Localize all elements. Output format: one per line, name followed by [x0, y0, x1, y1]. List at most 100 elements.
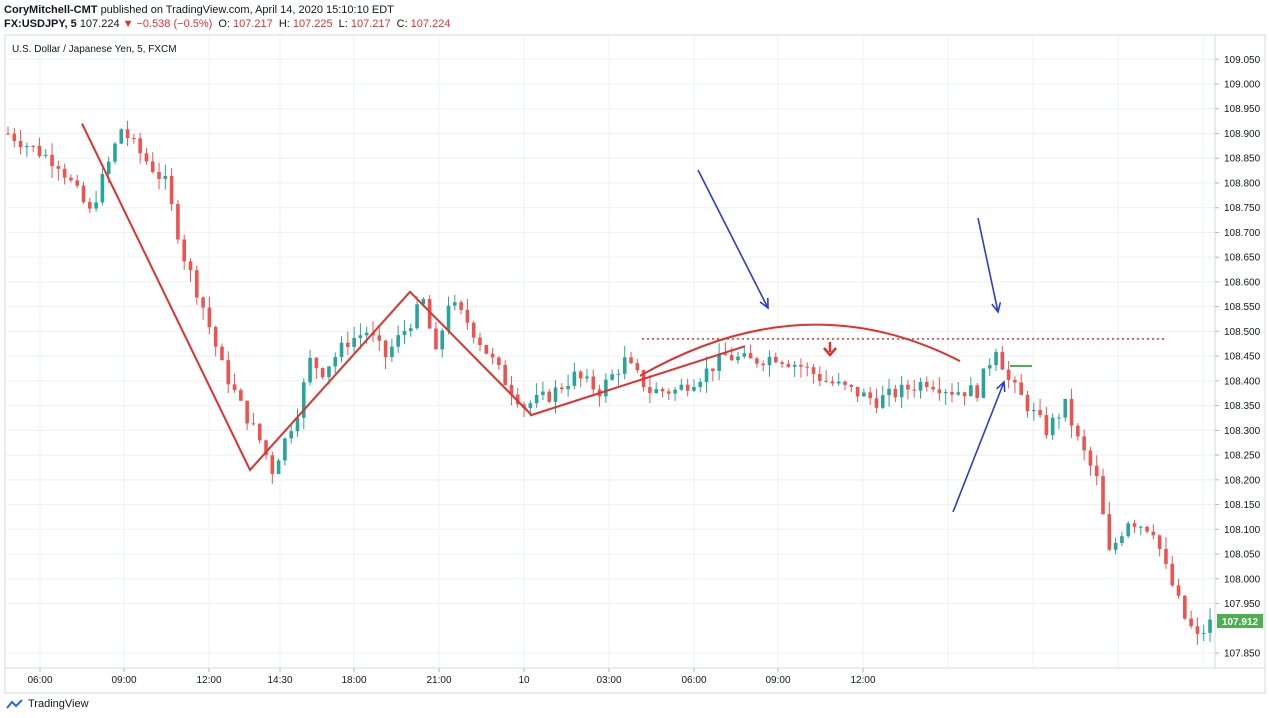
candle-body	[956, 392, 961, 395]
candle-body	[308, 357, 312, 383]
candle-body	[836, 381, 841, 384]
last-price: 107.224	[79, 18, 120, 30]
candle-body	[88, 202, 92, 209]
candle-body	[434, 328, 438, 350]
candle-body	[163, 176, 168, 179]
candle-body	[887, 388, 891, 396]
candle-body	[742, 353, 747, 357]
time-tick-label: 06:00	[681, 675, 706, 686]
candle-body	[1113, 542, 1118, 550]
candle-body	[358, 335, 363, 339]
blue-arrow-icon-head	[991, 302, 1002, 314]
candle-body	[81, 185, 86, 203]
candle-body	[484, 344, 489, 354]
candle-body	[1201, 632, 1206, 634]
candle-body	[1063, 398, 1068, 418]
high-label: H:	[278, 18, 290, 30]
price-tick-label: 109.050	[1224, 55, 1261, 66]
candle-body	[748, 353, 753, 359]
candle-body	[560, 387, 564, 390]
candle-body	[1126, 523, 1130, 537]
candle-body	[635, 363, 640, 371]
candle-body	[220, 346, 224, 361]
candle-body	[685, 384, 690, 391]
symbol-label: FX:USDJPY, 5	[4, 18, 77, 30]
red-rounding-top-arc	[639, 323, 961, 377]
price-tick-label: 108.400	[1224, 376, 1261, 387]
candle-body	[264, 440, 268, 456]
candle-body	[402, 330, 407, 336]
candle-body	[799, 364, 803, 367]
footer-brand[interactable]: TradingView	[28, 698, 89, 710]
candle-body	[1195, 626, 1200, 634]
candle-body	[975, 385, 979, 398]
candle-body	[805, 366, 810, 368]
time-tick-label: 06:00	[27, 675, 52, 686]
candle-body	[1031, 410, 1036, 412]
candle-body	[987, 365, 992, 369]
candle-body	[188, 261, 193, 271]
time-tick-label: 03:00	[596, 675, 621, 686]
candle-body	[478, 337, 482, 345]
candle-body	[100, 173, 105, 203]
candle-body	[717, 353, 721, 371]
blue-arrow-icon	[977, 217, 999, 313]
candle-body	[704, 368, 709, 383]
price-tick-label: 108.500	[1224, 327, 1261, 338]
price-tick-label: 108.300	[1224, 426, 1261, 437]
candle-body	[962, 392, 967, 397]
candle-body	[245, 400, 249, 424]
candle-body	[1094, 465, 1099, 477]
candle-body	[194, 270, 199, 298]
candle-body	[591, 376, 596, 390]
candle-body	[692, 386, 696, 391]
chart-border	[4, 34, 1266, 694]
candle-body	[415, 304, 419, 329]
candle-body	[566, 385, 570, 390]
candle-body	[289, 431, 293, 439]
author-name[interactable]: CoryMitchell-CMT	[4, 4, 98, 16]
low-value: 107.217	[350, 18, 391, 30]
publish-line: CoryMitchell-CMT published on TradingVie…	[4, 3, 453, 17]
candle-body	[408, 328, 413, 331]
annotations	[81, 123, 1165, 513]
price-tick-label: 108.050	[1224, 550, 1261, 561]
candle-body	[874, 398, 879, 408]
candle-body	[1025, 394, 1030, 412]
candle-body	[1069, 398, 1074, 426]
candle-body	[427, 299, 432, 329]
candle-body	[1076, 425, 1080, 437]
candle-body	[339, 342, 344, 358]
candle-body	[937, 389, 942, 394]
candle-body	[176, 204, 180, 240]
candle-body	[69, 177, 73, 181]
candle-body	[893, 388, 898, 398]
candle-body	[1145, 526, 1149, 532]
candle-body	[1088, 450, 1093, 466]
time-tick-label: 21:00	[426, 675, 451, 686]
candle-body	[572, 371, 577, 386]
blue-arrow-icon	[952, 381, 1005, 513]
candle-body	[138, 138, 142, 154]
candle-body	[818, 373, 822, 381]
candle-body	[1107, 514, 1112, 550]
low-label: L:	[338, 18, 348, 30]
price-tick-label: 108.850	[1224, 154, 1261, 165]
candle-body	[994, 351, 998, 366]
candle-body	[969, 385, 973, 397]
candle-body	[125, 129, 130, 139]
blue-arrow-icon-head	[759, 297, 769, 310]
candle-body	[912, 389, 917, 391]
candle-body	[1151, 531, 1156, 536]
candle-body	[943, 392, 948, 394]
candle-body	[811, 367, 816, 374]
candle-body	[18, 140, 23, 148]
price-axis: 109.050 109.000 108.950 108.900 108.850 108.8…	[1215, 55, 1261, 660]
time-tick-label: 12:00	[850, 675, 875, 686]
candle-body	[1019, 382, 1024, 395]
candle-body	[855, 386, 860, 397]
price-change: −0.538 (−0.5%)	[136, 18, 213, 30]
candle-body	[723, 353, 728, 356]
time-tick-label: 18:00	[341, 675, 366, 686]
